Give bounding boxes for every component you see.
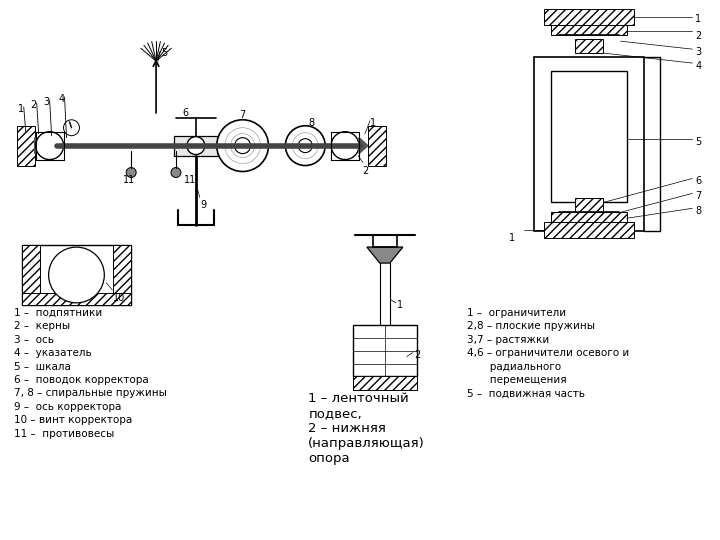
Bar	[353, 325, 417, 376]
Bar	[353, 376, 417, 390]
Text: 1: 1	[397, 300, 403, 310]
Polygon shape	[35, 138, 44, 153]
Text: 10 – винт корректора: 10 – винт корректора	[14, 415, 132, 425]
Bar	[368, 126, 386, 166]
Text: 1 – ленточный: 1 – ленточный	[308, 393, 409, 406]
Text: 2: 2	[362, 166, 368, 176]
Circle shape	[187, 137, 204, 154]
Polygon shape	[367, 247, 402, 263]
Bar	[174, 136, 217, 156]
Text: 2,8 – плоские пружины: 2,8 – плоские пружины	[467, 321, 595, 331]
Circle shape	[126, 167, 136, 178]
Text: 11 –  противовесы: 11 – противовесы	[14, 429, 114, 438]
Bar	[551, 25, 626, 35]
Bar	[575, 39, 603, 53]
Text: 7: 7	[240, 110, 246, 120]
Text: 8: 8	[696, 206, 701, 217]
Text: 3 –  ось: 3 – ось	[14, 335, 54, 345]
Text: 5: 5	[696, 137, 701, 147]
Text: 7: 7	[696, 191, 701, 201]
Text: 2: 2	[30, 100, 37, 110]
Bar	[544, 9, 634, 25]
Text: 4,6 – ограничители осевого и: 4,6 – ограничители осевого и	[467, 348, 630, 358]
Text: 3: 3	[43, 97, 50, 107]
Circle shape	[331, 132, 359, 160]
Bar	[22, 245, 40, 305]
Text: 3,7 – растяжки: 3,7 – растяжки	[467, 335, 549, 345]
Circle shape	[217, 120, 269, 172]
Text: подвес,: подвес,	[308, 407, 362, 420]
Text: 1: 1	[370, 118, 376, 128]
Circle shape	[285, 126, 325, 166]
Text: 6: 6	[696, 177, 701, 186]
Circle shape	[171, 167, 181, 178]
Text: 7, 8 – спиральные пружины: 7, 8 – спиральные пружины	[14, 388, 166, 399]
Bar	[113, 245, 131, 305]
Circle shape	[63, 120, 79, 136]
Text: 9 –  ось корректора: 9 – ось корректора	[14, 402, 121, 412]
Text: 1: 1	[18, 104, 24, 114]
Circle shape	[36, 132, 63, 160]
Bar	[575, 198, 603, 212]
Text: 5 –  подвижная часть: 5 – подвижная часть	[467, 388, 585, 399]
Polygon shape	[45, 140, 55, 152]
Text: 4: 4	[58, 94, 65, 104]
Bar	[534, 57, 644, 231]
Text: 11: 11	[184, 176, 196, 185]
Polygon shape	[359, 138, 368, 153]
Polygon shape	[367, 247, 402, 263]
Text: 10: 10	[113, 293, 125, 303]
Text: 3: 3	[696, 47, 701, 57]
Text: 11: 11	[123, 176, 135, 185]
Bar	[551, 212, 626, 222]
Text: 2 –  керны: 2 – керны	[14, 321, 70, 331]
Text: 2: 2	[415, 349, 421, 360]
Bar	[17, 126, 35, 166]
Bar	[544, 222, 634, 238]
Bar	[22, 293, 131, 305]
Bar	[22, 245, 131, 305]
Bar	[551, 71, 626, 202]
Text: 9: 9	[201, 200, 207, 211]
Text: опора: опора	[308, 452, 350, 465]
Text: 1: 1	[509, 233, 516, 243]
Text: радиального: радиального	[467, 361, 562, 372]
Text: 1 –  подпятники: 1 – подпятники	[14, 308, 102, 318]
Text: 6: 6	[182, 108, 188, 118]
Text: 6 –  поводок корректора: 6 – поводок корректора	[14, 375, 148, 385]
Text: перемещения: перемещения	[467, 375, 567, 385]
Text: 5 –  шкала: 5 – шкала	[14, 361, 71, 372]
Text: 4 –  указатель: 4 – указатель	[14, 348, 91, 358]
Circle shape	[298, 139, 312, 153]
Text: 1: 1	[696, 15, 701, 24]
Text: 5: 5	[161, 48, 167, 58]
Circle shape	[235, 138, 251, 153]
Text: 2 – нижняя: 2 – нижняя	[308, 422, 386, 435]
Text: 4: 4	[696, 61, 701, 71]
Text: (направляющая): (направляющая)	[308, 437, 425, 450]
Text: 8: 8	[308, 118, 315, 128]
Circle shape	[49, 247, 104, 303]
Text: 1 –  ограничители: 1 – ограничители	[467, 308, 567, 318]
Text: 2: 2	[696, 31, 701, 41]
